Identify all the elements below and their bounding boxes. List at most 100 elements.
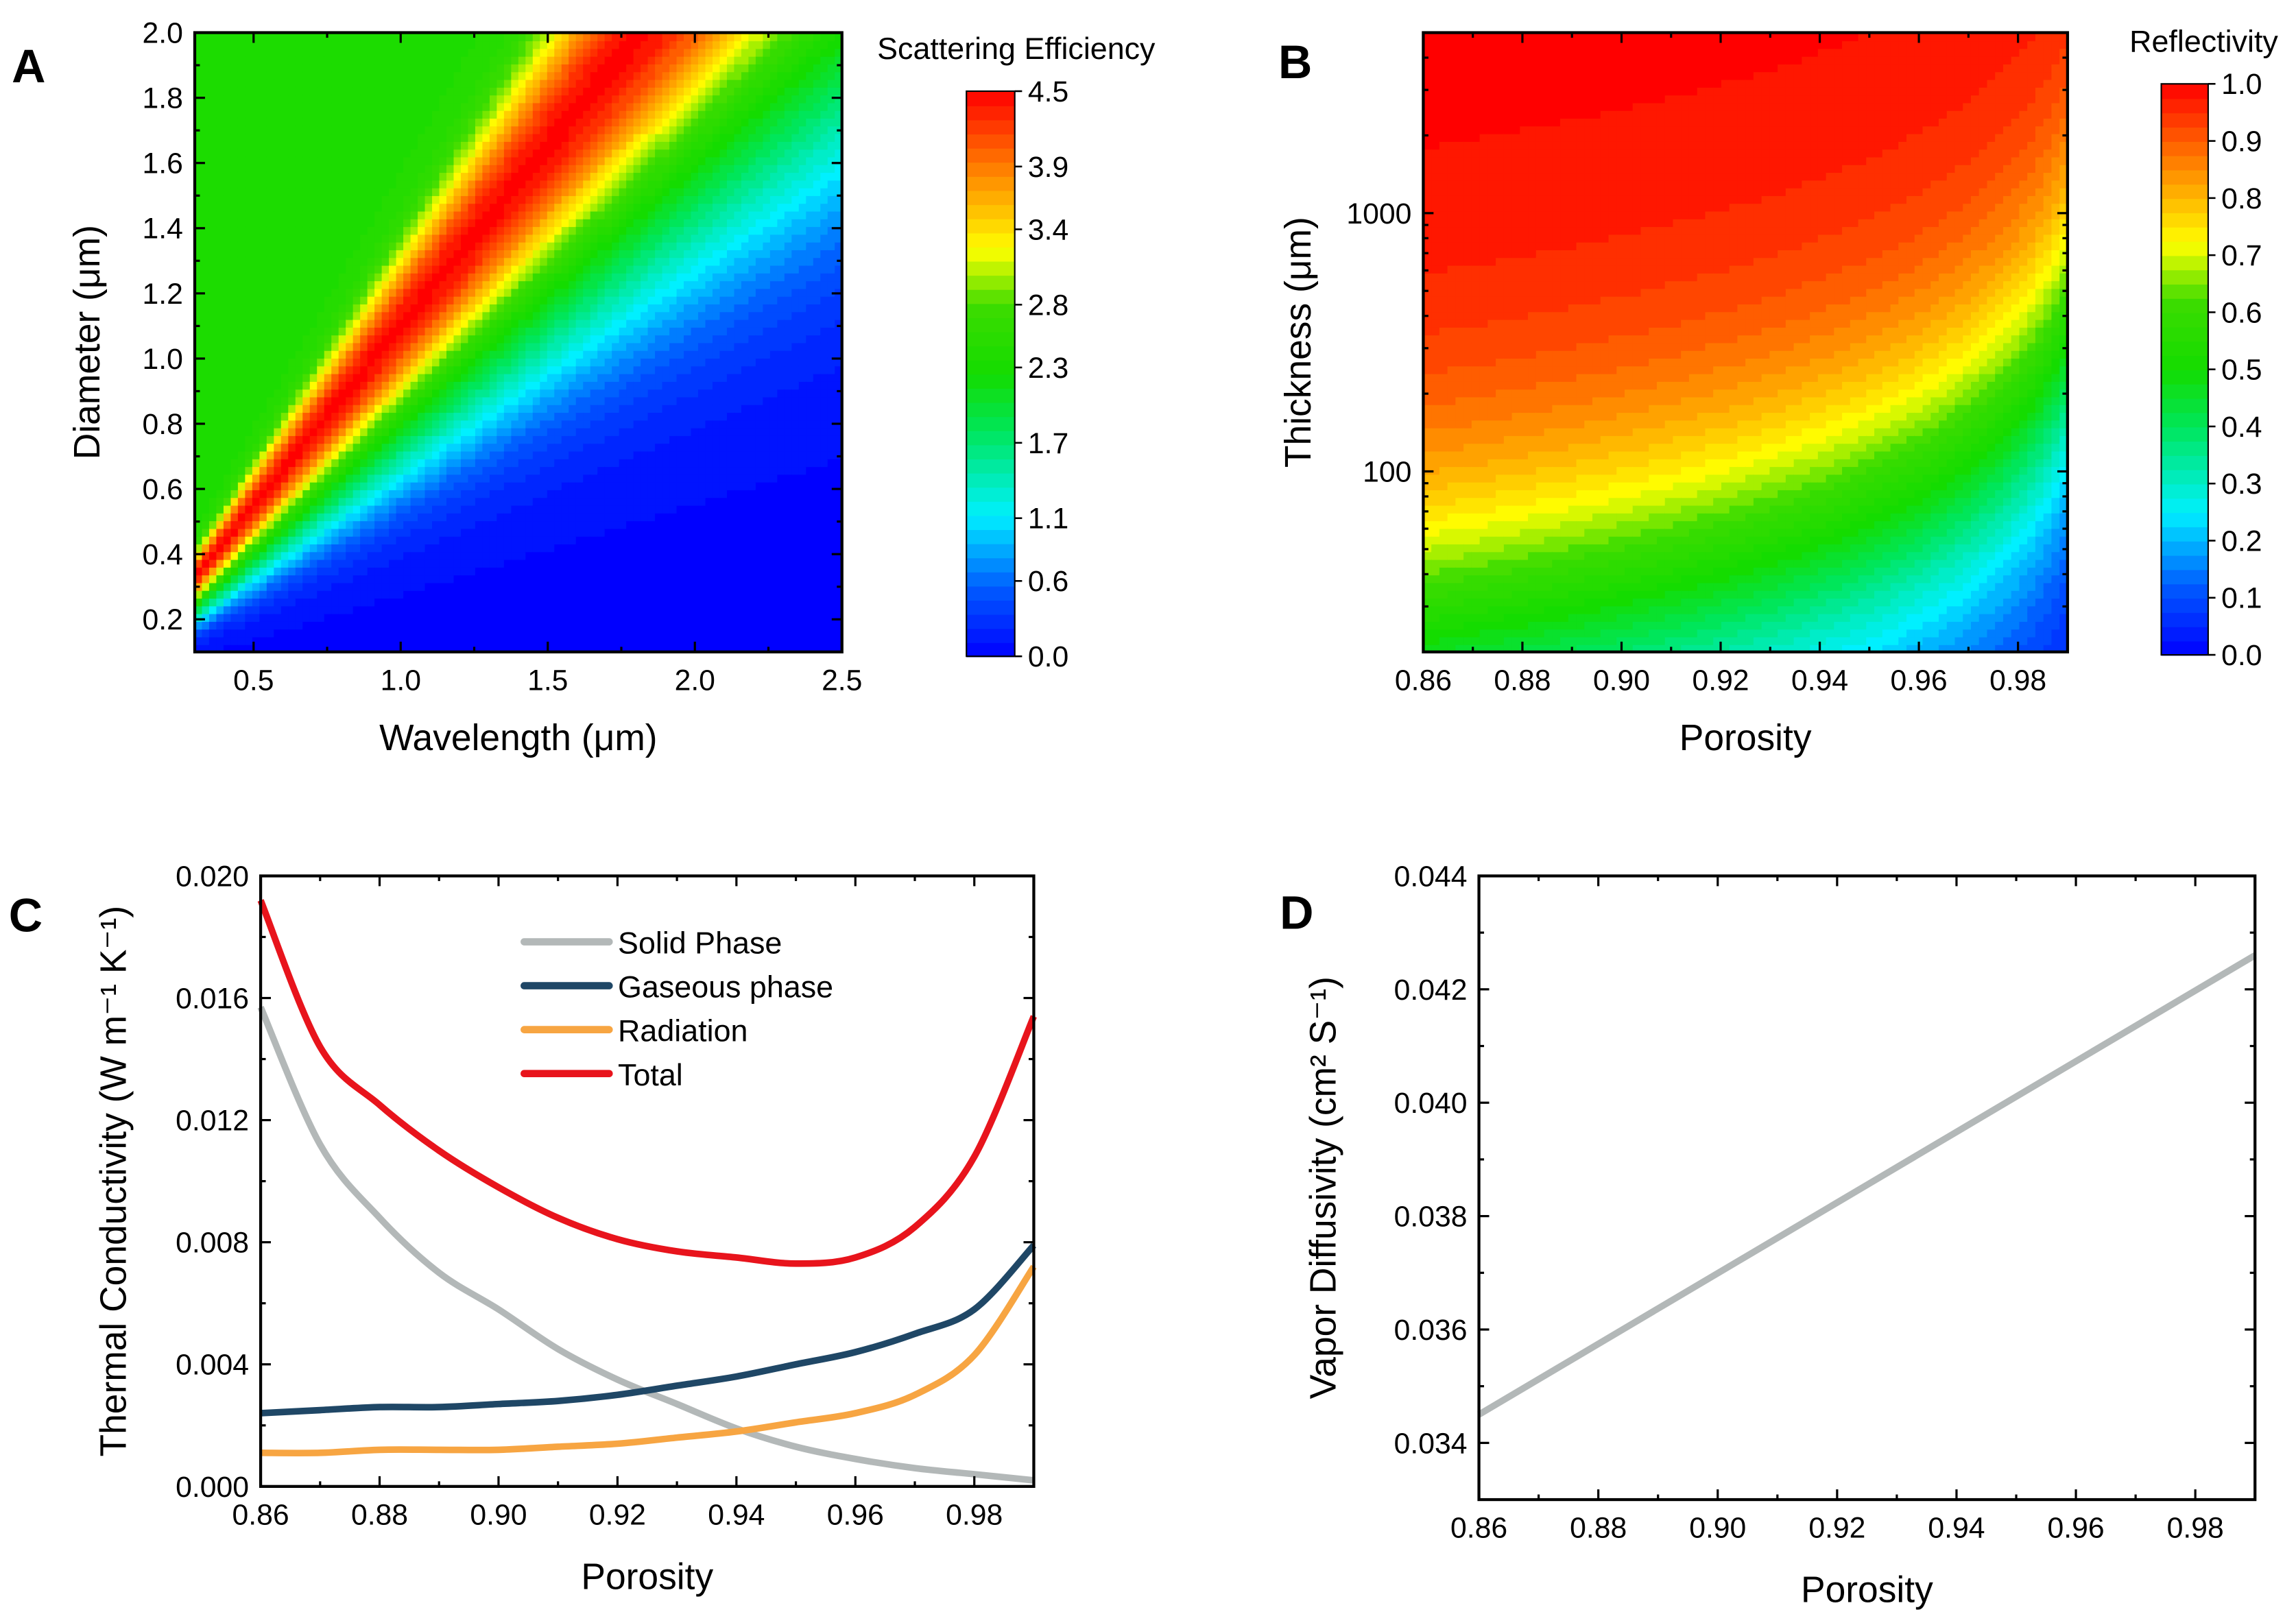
heatmap-cell — [460, 350, 469, 359]
heatmap-cell — [274, 218, 283, 228]
heatmap-cell — [374, 450, 383, 459]
heatmap-cell — [317, 597, 326, 607]
heatmap-cell — [346, 566, 354, 576]
heatmap-cell — [410, 56, 419, 65]
heatmap-cell — [331, 334, 339, 344]
heatmap-cell — [230, 256, 239, 266]
heatmap-cell — [432, 148, 440, 158]
heatmap-cell — [237, 256, 246, 266]
heatmap-cell — [367, 211, 376, 219]
heatmap-cell — [554, 551, 563, 560]
heatmap-cell — [259, 125, 268, 134]
heatmap-cell — [439, 256, 448, 266]
heatmap-cell — [194, 241, 203, 250]
heatmap-cell — [223, 94, 232, 104]
heatmap-cell — [540, 326, 549, 336]
heatmap-cell — [482, 272, 491, 282]
heatmap-cell — [475, 249, 483, 259]
heatmap-cell — [252, 86, 261, 96]
heatmap-cell — [468, 396, 477, 405]
heatmap-cell — [511, 319, 520, 328]
heatmap-cell — [266, 280, 275, 289]
heatmap-cell — [633, 474, 642, 483]
heatmap-cell — [583, 117, 592, 127]
heatmap-cell — [245, 396, 254, 405]
heatmap-cell — [590, 187, 599, 196]
heatmap-cell — [280, 79, 289, 88]
heatmap-cell — [367, 110, 376, 119]
heatmap-cell — [381, 164, 390, 173]
heatmap-cell — [503, 241, 512, 250]
heatmap-cell — [475, 543, 483, 553]
heatmap-cell — [381, 357, 390, 367]
heatmap-cell — [266, 102, 275, 111]
heatmap-cell — [288, 202, 297, 212]
heatmap-cell — [583, 357, 592, 367]
heatmap-cell — [324, 543, 333, 553]
heatmap-cell — [482, 381, 491, 390]
heatmap-cell — [604, 512, 613, 522]
heatmap-cell — [626, 326, 634, 336]
heatmap-cell — [237, 474, 246, 483]
heatmap-cell — [274, 559, 283, 568]
heatmap-cell — [626, 288, 634, 297]
heatmap-cell — [389, 411, 397, 421]
heatmap-cell — [554, 621, 563, 630]
heatmap-cell — [252, 195, 261, 204]
heatmap-cell — [489, 450, 498, 459]
heatmap-cell — [202, 404, 211, 413]
heatmap-cell — [245, 350, 254, 359]
heatmap-cell — [460, 296, 469, 304]
heatmap-cell — [446, 489, 455, 498]
heatmap-cell — [561, 241, 570, 250]
heatmap-cell — [274, 226, 283, 235]
heatmap-cell — [518, 613, 527, 622]
heatmap-cell — [274, 94, 283, 104]
heatmap-cell — [561, 86, 570, 96]
heatmap-cell — [194, 489, 203, 498]
heatmap-cell — [482, 202, 491, 212]
heatmap-cell — [309, 156, 318, 165]
heatmap-cell — [381, 489, 390, 498]
heatmap-cell — [317, 211, 326, 219]
heatmap-cell — [468, 94, 477, 104]
heatmap-cell — [202, 94, 211, 104]
heatmap-cell — [583, 597, 592, 607]
heatmap-cell — [641, 458, 649, 468]
heatmap-cell — [575, 381, 584, 390]
heatmap-cell — [202, 489, 211, 498]
heatmap-cell — [418, 56, 426, 65]
heatmap-cell — [540, 357, 549, 367]
heatmap-cell — [202, 357, 211, 367]
heatmap-cell — [511, 365, 520, 374]
heatmap-cell — [418, 319, 426, 328]
heatmap-cell — [475, 427, 483, 436]
heatmap-cell — [381, 644, 390, 653]
heatmap-cell — [497, 466, 505, 475]
heatmap-cell — [252, 226, 261, 235]
heatmap-cell — [641, 442, 649, 452]
heatmap-cell — [633, 56, 642, 65]
heatmap-cell — [424, 79, 433, 88]
heatmap-cell — [597, 202, 606, 212]
heatmap-cell — [302, 326, 311, 336]
heatmap-cell — [626, 180, 634, 189]
heatmap-cell — [597, 195, 606, 204]
heatmap-cell — [540, 319, 549, 328]
heatmap-cell — [396, 442, 405, 452]
heatmap-cell — [331, 48, 339, 57]
heatmap-cell — [569, 342, 577, 351]
heatmap-cell — [352, 496, 361, 506]
heatmap-cell — [446, 474, 455, 483]
heatmap-cell — [554, 442, 563, 452]
heatmap-cell — [410, 551, 419, 560]
heatmap-cell — [532, 265, 541, 274]
heatmap-cell — [418, 365, 426, 374]
heatmap-cell — [396, 489, 405, 498]
heatmap-cell — [410, 613, 419, 622]
heatmap-cell — [489, 342, 498, 351]
heatmap-cell — [597, 381, 606, 390]
heatmap-cell — [245, 628, 254, 638]
heatmap-cell — [489, 628, 498, 638]
heatmap-cell — [288, 56, 297, 65]
